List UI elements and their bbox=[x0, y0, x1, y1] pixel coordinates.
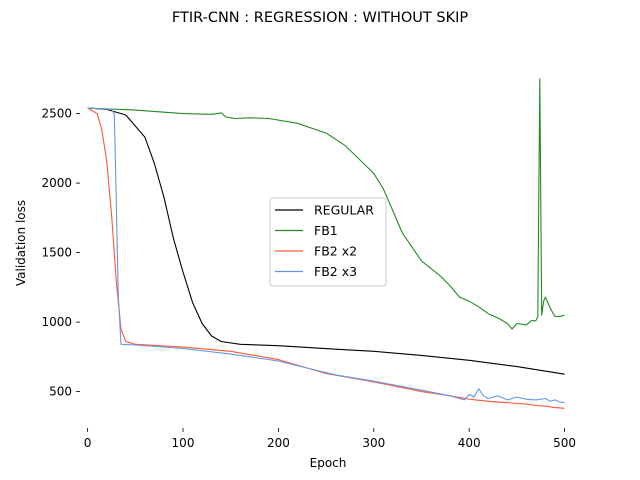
chart-title: FTIR-CNN : REGRESSION : WITHOUT SKIP bbox=[172, 10, 468, 26]
legend-label: FB2 x3 bbox=[314, 264, 357, 279]
x-axis-label: Epoch bbox=[310, 456, 347, 470]
y-tick-label: 2500 bbox=[41, 107, 72, 121]
x-tick-label: 0 bbox=[84, 436, 92, 450]
legend-frame bbox=[269, 197, 387, 287]
legend-label: FB2 x2 bbox=[314, 244, 357, 259]
y-tick-label: 1500 bbox=[41, 246, 72, 260]
series-line-fb1 bbox=[87, 78, 565, 330]
x-tick-label: 500 bbox=[553, 436, 576, 450]
x-tick-label: 100 bbox=[172, 436, 195, 450]
legend-label: FB1 bbox=[314, 223, 338, 238]
legend-label: REGULAR bbox=[314, 203, 374, 218]
y-tick-label: 500 bbox=[49, 385, 72, 399]
y-tick-label: 2000 bbox=[41, 176, 72, 190]
x-tick-label: 300 bbox=[362, 436, 385, 450]
plot-area bbox=[87, 78, 565, 409]
y-axis-label: Validation loss bbox=[14, 200, 28, 286]
x-tick-label: 200 bbox=[267, 436, 290, 450]
series-line-fb2-x3 bbox=[87, 107, 565, 404]
series-line-regular bbox=[87, 107, 565, 375]
x-axis: 0 100 200 300 400 500 bbox=[84, 428, 576, 450]
y-tick-label: 1000 bbox=[41, 315, 72, 329]
x-tick-label: 400 bbox=[458, 436, 481, 450]
y-axis: 500 1000 1500 2000 2500 bbox=[41, 107, 80, 399]
legend: REGULAR FB1 FB2 x2 FB2 x3 bbox=[269, 197, 387, 287]
